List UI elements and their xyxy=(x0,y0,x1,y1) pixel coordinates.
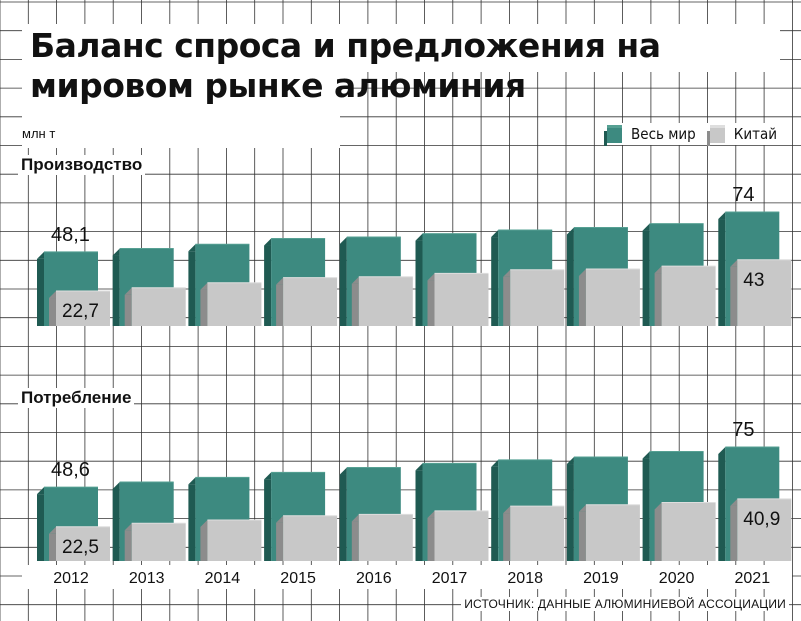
bar-production-china-2015 xyxy=(276,277,338,326)
data-label-consumption-china-2012: 22,5 xyxy=(62,537,99,558)
x-tick-2020: 2020 xyxy=(659,570,695,587)
x-tick-2016: 2016 xyxy=(356,570,392,587)
unit-label: млн т xyxy=(20,126,58,141)
bar-consumption-china-2013 xyxy=(124,522,186,561)
x-tick-2017: 2017 xyxy=(432,570,468,587)
legend: Весь мир Китай xyxy=(603,123,781,146)
x-tick-2013: 2013 xyxy=(129,570,165,587)
bar-production-china-2017 xyxy=(427,272,489,326)
bar-consumption-china-2015 xyxy=(276,515,338,561)
bar-consumption-china-2019 xyxy=(578,504,640,561)
x-axis-band xyxy=(22,565,792,589)
x-tick-2012: 2012 xyxy=(53,570,89,587)
x-tick-2014: 2014 xyxy=(205,570,241,587)
data-label-consumption-china-2021: 40,9 xyxy=(743,509,780,530)
legend-label-china: Китай xyxy=(733,125,777,143)
section-label-consumption: Потребление xyxy=(18,388,135,408)
legend-swatch-china xyxy=(706,125,728,146)
legend-label-world: Весь мир xyxy=(631,125,696,143)
x-tick-2021: 2021 xyxy=(735,570,771,587)
x-tick-2015: 2015 xyxy=(280,570,316,587)
bar-consumption-china-2018 xyxy=(503,505,565,561)
bar-production-china-2016 xyxy=(351,276,413,326)
bar-production-china-2021 xyxy=(730,259,792,326)
bar-consumption-china-2012 xyxy=(49,526,110,561)
data-label-consumption-world-2012: 48,6 xyxy=(51,459,90,481)
title-backdrop-2 xyxy=(22,66,340,148)
x-tick-2019: 2019 xyxy=(583,570,619,587)
data-label-consumption-world-2021: 75 xyxy=(732,419,754,441)
bar-consumption-china-2017 xyxy=(427,510,489,561)
data-label-production-world-2012: 48,1 xyxy=(51,224,90,246)
bar-production-china-2012 xyxy=(49,290,110,326)
bar-consumption-china-2016 xyxy=(351,513,413,561)
bar-production-china-2013 xyxy=(124,287,186,326)
chart-title: Баланс спроса и предложения на мировом р… xyxy=(30,26,661,105)
data-label-production-china-2021: 43 xyxy=(743,270,764,291)
data-label-production-china-2012: 22,7 xyxy=(62,301,99,322)
bar-consumption-china-2021 xyxy=(730,498,792,561)
source-note: ИСТОЧНИК: ДАННЫЕ АЛЮМИНИЕВОЙ АССОЦИАЦИИ xyxy=(461,597,789,611)
title-backdrop xyxy=(22,24,780,72)
bar-production-china-2020 xyxy=(654,265,716,326)
x-tick-2018: 2018 xyxy=(507,570,543,587)
section-label-production: Производство xyxy=(18,155,146,175)
data-label-production-world-2021: 74 xyxy=(732,184,754,206)
bar-consumption-china-2020 xyxy=(654,501,716,561)
bar-consumption-china-2014 xyxy=(200,519,262,561)
bar-production-china-2014 xyxy=(200,282,262,326)
legend-swatch-world xyxy=(604,125,625,146)
bar-production-china-2018 xyxy=(503,269,565,326)
bar-production-china-2019 xyxy=(578,268,640,326)
